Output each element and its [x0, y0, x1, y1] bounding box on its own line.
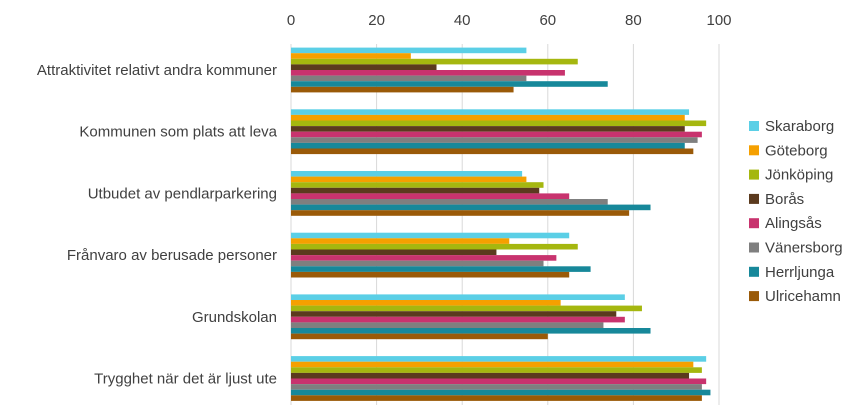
legend-swatch	[749, 291, 759, 302]
bar	[291, 294, 625, 300]
legend-label: Göteborg	[765, 142, 828, 159]
bar	[291, 210, 630, 216]
bar	[291, 384, 702, 390]
bar	[291, 238, 510, 244]
bar	[291, 311, 617, 317]
legend-swatch	[749, 266, 759, 277]
bar	[291, 361, 694, 368]
legend-label: Alingsås	[765, 215, 822, 232]
legend-label: Jönköping	[765, 167, 833, 184]
bar	[291, 142, 685, 149]
bar	[291, 187, 540, 194]
bar	[291, 243, 578, 250]
bar	[291, 271, 570, 278]
legend-label: Borås	[765, 191, 804, 208]
bar	[291, 260, 544, 267]
gridlines	[290, 44, 720, 405]
bar	[291, 81, 608, 87]
bar	[291, 356, 707, 362]
bar	[291, 47, 527, 54]
bar	[291, 86, 514, 93]
bar	[291, 378, 707, 385]
x-axis-ticks: 0 20 40 60 80 100	[287, 12, 732, 29]
bars	[291, 47, 711, 401]
category-label: Attraktivitet relativt andra kommuner	[37, 62, 277, 79]
bar	[291, 395, 702, 401]
bar	[291, 64, 437, 70]
category-label: Kommunen som plats att leva	[79, 124, 277, 141]
bar	[291, 137, 698, 143]
legend-label: Herrljunga	[765, 264, 835, 281]
legend-swatch	[749, 218, 759, 229]
bar	[291, 114, 685, 121]
bar	[291, 53, 411, 59]
legend-swatch	[749, 193, 759, 204]
bar	[291, 58, 578, 65]
legend: Skaraborg Göteborg Jönköping Borås Alingsås V…	[749, 118, 843, 305]
category-label: Utbudet av pendlarparkering	[88, 185, 277, 202]
x-tick-label: 80	[625, 12, 642, 29]
category-label: Frånvaro av berusade personer	[67, 247, 277, 264]
bar	[291, 171, 523, 177]
bar	[291, 70, 565, 76]
bar	[291, 316, 625, 323]
bar	[291, 322, 604, 328]
bar	[291, 266, 591, 272]
category-label: Grundskolan	[192, 309, 277, 326]
category-labels: Attraktivitet relativt andra kommuner Kom…	[37, 62, 278, 388]
bar	[291, 120, 707, 127]
legend-swatch	[749, 145, 759, 156]
bar	[291, 389, 711, 396]
bar	[291, 204, 651, 211]
legend-swatch	[749, 121, 759, 131]
category-label: Trygghet när det är ljust ute	[94, 371, 277, 388]
bar	[291, 182, 544, 188]
bar	[291, 199, 608, 205]
legend-swatch	[749, 242, 759, 253]
bar	[291, 372, 690, 379]
bar	[291, 176, 527, 183]
x-tick-label: 40	[454, 12, 471, 29]
x-tick-label: 60	[539, 12, 556, 29]
bar	[291, 367, 702, 373]
legend-label: Skaraborg	[765, 118, 834, 135]
bar	[291, 333, 548, 340]
legend-label: Ulricehamn	[765, 288, 841, 305]
bar	[291, 148, 694, 155]
bar	[291, 126, 685, 132]
bar	[291, 232, 570, 239]
x-tick-label: 20	[368, 12, 385, 29]
bar	[291, 75, 527, 82]
bar	[291, 249, 497, 256]
x-tick-label: 100	[706, 12, 731, 29]
bar	[291, 255, 557, 261]
bar	[291, 300, 561, 306]
legend-swatch	[749, 169, 759, 180]
x-tick-label: 0	[287, 12, 295, 29]
bar	[291, 109, 690, 115]
bar	[291, 328, 651, 334]
bar	[291, 193, 570, 199]
bar	[291, 131, 702, 138]
legend-label: Vänersborg	[765, 240, 843, 257]
bar	[291, 305, 642, 312]
